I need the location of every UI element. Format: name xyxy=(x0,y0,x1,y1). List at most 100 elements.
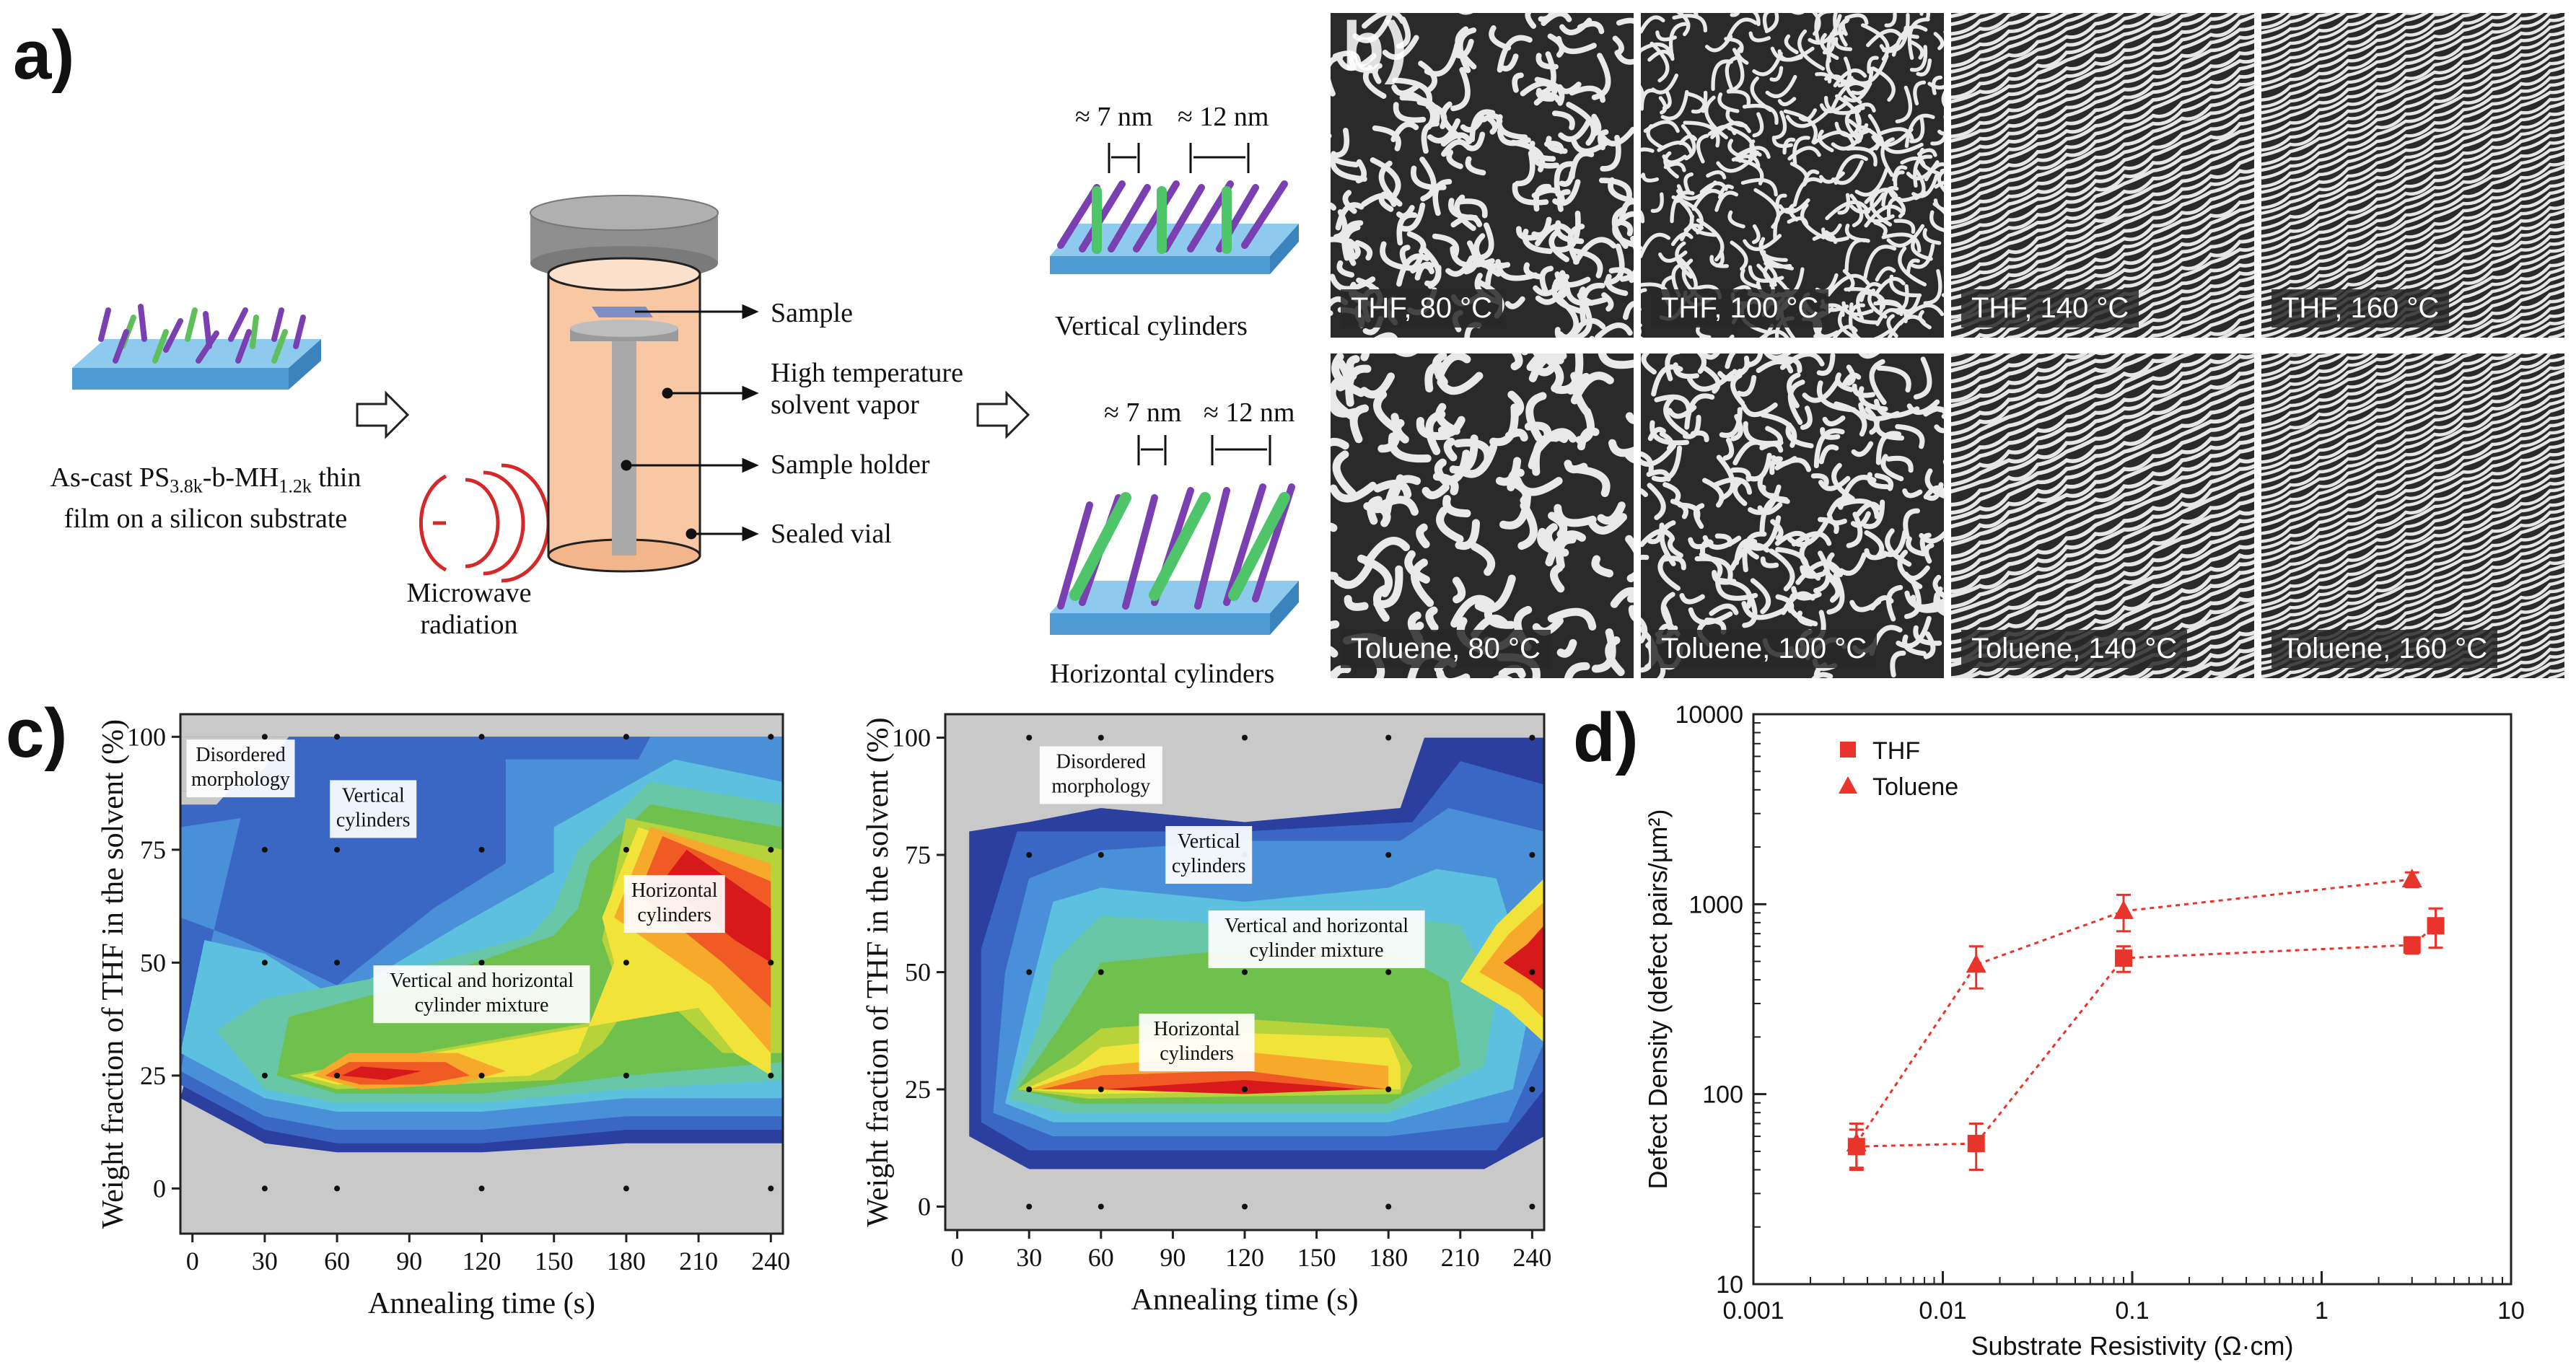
svg-text:Disordered: Disordered xyxy=(1056,751,1146,773)
sem-image: THF, 160 °C xyxy=(2261,13,2564,338)
sample-point xyxy=(1026,734,1033,741)
y-tick-label: 1000 xyxy=(1688,891,1743,918)
sample-point xyxy=(768,1185,774,1192)
panel-c-letter: c) xyxy=(6,695,68,772)
svg-text:cylinders: cylinders xyxy=(1160,1042,1234,1065)
y-tick-label: 75 xyxy=(140,835,166,864)
data-point xyxy=(2403,936,2421,954)
series-line xyxy=(1855,878,2412,1144)
y-tick-label: 100 xyxy=(127,722,166,751)
sample-point xyxy=(623,1072,629,1079)
sample-point xyxy=(1529,852,1535,858)
x-tick-label: 90 xyxy=(396,1247,422,1275)
sample-point xyxy=(1026,969,1033,975)
x-tick-label: 0.1 xyxy=(2115,1297,2149,1325)
sample-point xyxy=(478,1185,485,1192)
y-tick-label: 0 xyxy=(918,1193,931,1221)
sample-point xyxy=(478,734,485,740)
horizontal-caption: Horizontal cylinders xyxy=(1050,659,1275,689)
sample-point xyxy=(1242,734,1248,741)
sample-point xyxy=(768,734,774,740)
panel-a-letter: a) xyxy=(13,17,75,94)
svg-text:cylinder mixture: cylinder mixture xyxy=(1250,939,1384,962)
sample-point xyxy=(1098,1203,1104,1210)
series-line xyxy=(1856,925,2437,1148)
vertical-cylinders-icon xyxy=(1050,180,1299,274)
defect-density-chart: 0.001 0.01 0.1 1 10 10 100 1000 10000 Substrate R… xyxy=(1643,701,2525,1361)
sample-point xyxy=(623,1185,629,1192)
sem-image: Toluene, 140 °C xyxy=(1951,354,2254,678)
sample-point xyxy=(1242,1086,1248,1092)
y-axis-label: Weight fraction of THF in the solvent (%… xyxy=(97,719,130,1229)
sample-point xyxy=(1242,969,1248,975)
x-tick-label: 210 xyxy=(1441,1243,1480,1272)
sem-image: Toluene, 100 °C xyxy=(1641,354,1944,678)
x-tick-label: 150 xyxy=(1297,1243,1336,1272)
sample-point xyxy=(334,1185,341,1192)
sample-point xyxy=(768,846,774,853)
sample-point xyxy=(768,960,774,966)
horizontal-dim-7nm: ≈ 7 nm xyxy=(1104,398,1182,428)
legend-label: THF xyxy=(1872,737,1920,765)
x-tick-label: 120 xyxy=(1225,1243,1264,1272)
x-tick-label: 210 xyxy=(679,1247,718,1275)
legend-marker xyxy=(1839,776,1857,794)
sem-texture xyxy=(1951,13,2254,338)
sample-point xyxy=(1385,852,1392,858)
y-tick-label: 10 xyxy=(1716,1271,1743,1299)
svg-text:Horizontal: Horizontal xyxy=(631,879,718,902)
sample-point xyxy=(478,846,485,853)
sample-label: Sample xyxy=(771,298,853,328)
vertical-dim-7nm: ≈ 7 nm xyxy=(1075,102,1153,132)
legend-marker xyxy=(1840,742,1856,758)
sample-point xyxy=(623,960,629,966)
contour-plot-right: 0 30 60 90 120 150 180 210 240 0 25 50 75 100 Annealin… xyxy=(862,713,1551,1317)
y-tick-label: 50 xyxy=(140,948,166,977)
film-caption: As-cast PS3.8k-b-MH1.2k thin film on a s… xyxy=(50,462,362,534)
sem-image-label: THF, 160 °C xyxy=(2271,289,2450,328)
y-tick-label: 10000 xyxy=(1675,701,1743,729)
x-tick-label: 0.01 xyxy=(1919,1297,1966,1325)
vertical-caption: Vertical cylinders xyxy=(1055,311,1248,341)
sem-image-label: THF, 100 °C xyxy=(1651,289,1829,328)
svg-text:Vertical and horizontal: Vertical and horizontal xyxy=(1225,915,1409,937)
sample-point xyxy=(623,846,629,853)
svg-text:morphology: morphology xyxy=(191,768,290,791)
sem-texture xyxy=(2261,354,2564,678)
y-axis-label: Weight fraction of THF in the solvent (%… xyxy=(862,717,895,1226)
panel-d-letter: d) xyxy=(1573,699,1639,776)
sample-point xyxy=(1529,734,1535,741)
sem-image: THF, 140 °C xyxy=(1951,13,2254,338)
y-axis-label: Defect Density (defect pairs/µm²) xyxy=(1643,809,1673,1190)
svg-text:cylinders: cylinders xyxy=(1172,855,1246,877)
sample-point xyxy=(334,846,341,853)
svg-text:Horizontal: Horizontal xyxy=(1154,1018,1240,1040)
sample-point xyxy=(1385,734,1392,741)
data-point xyxy=(2114,949,2132,967)
sample-point xyxy=(1026,852,1033,858)
x-axis-label: Substrate Resistivity (Ω·cm) xyxy=(1971,1331,2294,1361)
process-arrow-icon-2 xyxy=(976,390,1030,439)
y-tick-label: 25 xyxy=(140,1061,166,1090)
svg-text:cylinder mixture: cylinder mixture xyxy=(415,994,549,1016)
contour-region xyxy=(1100,1080,1364,1094)
sample-point xyxy=(1529,969,1535,975)
sem-image-label: Toluene, 140 °C xyxy=(1961,630,2188,668)
x-tick-label: 240 xyxy=(1512,1243,1551,1272)
x-tick-label: 150 xyxy=(535,1247,574,1275)
svg-text:Vertical: Vertical xyxy=(342,784,405,807)
horizontal-cylinders-icon xyxy=(1050,483,1299,635)
panel-b-letter: b) xyxy=(1342,8,1408,85)
x-tick-label: 90 xyxy=(1160,1243,1186,1272)
sample-point xyxy=(261,734,268,740)
sample-point xyxy=(1098,969,1104,975)
x-tick-label: 120 xyxy=(463,1247,501,1275)
vertical-dim-12nm: ≈ 12 nm xyxy=(1178,102,1269,132)
sample-point xyxy=(1385,1086,1392,1092)
sem-texture xyxy=(2261,13,2564,338)
x-tick-label: 30 xyxy=(1016,1243,1042,1272)
